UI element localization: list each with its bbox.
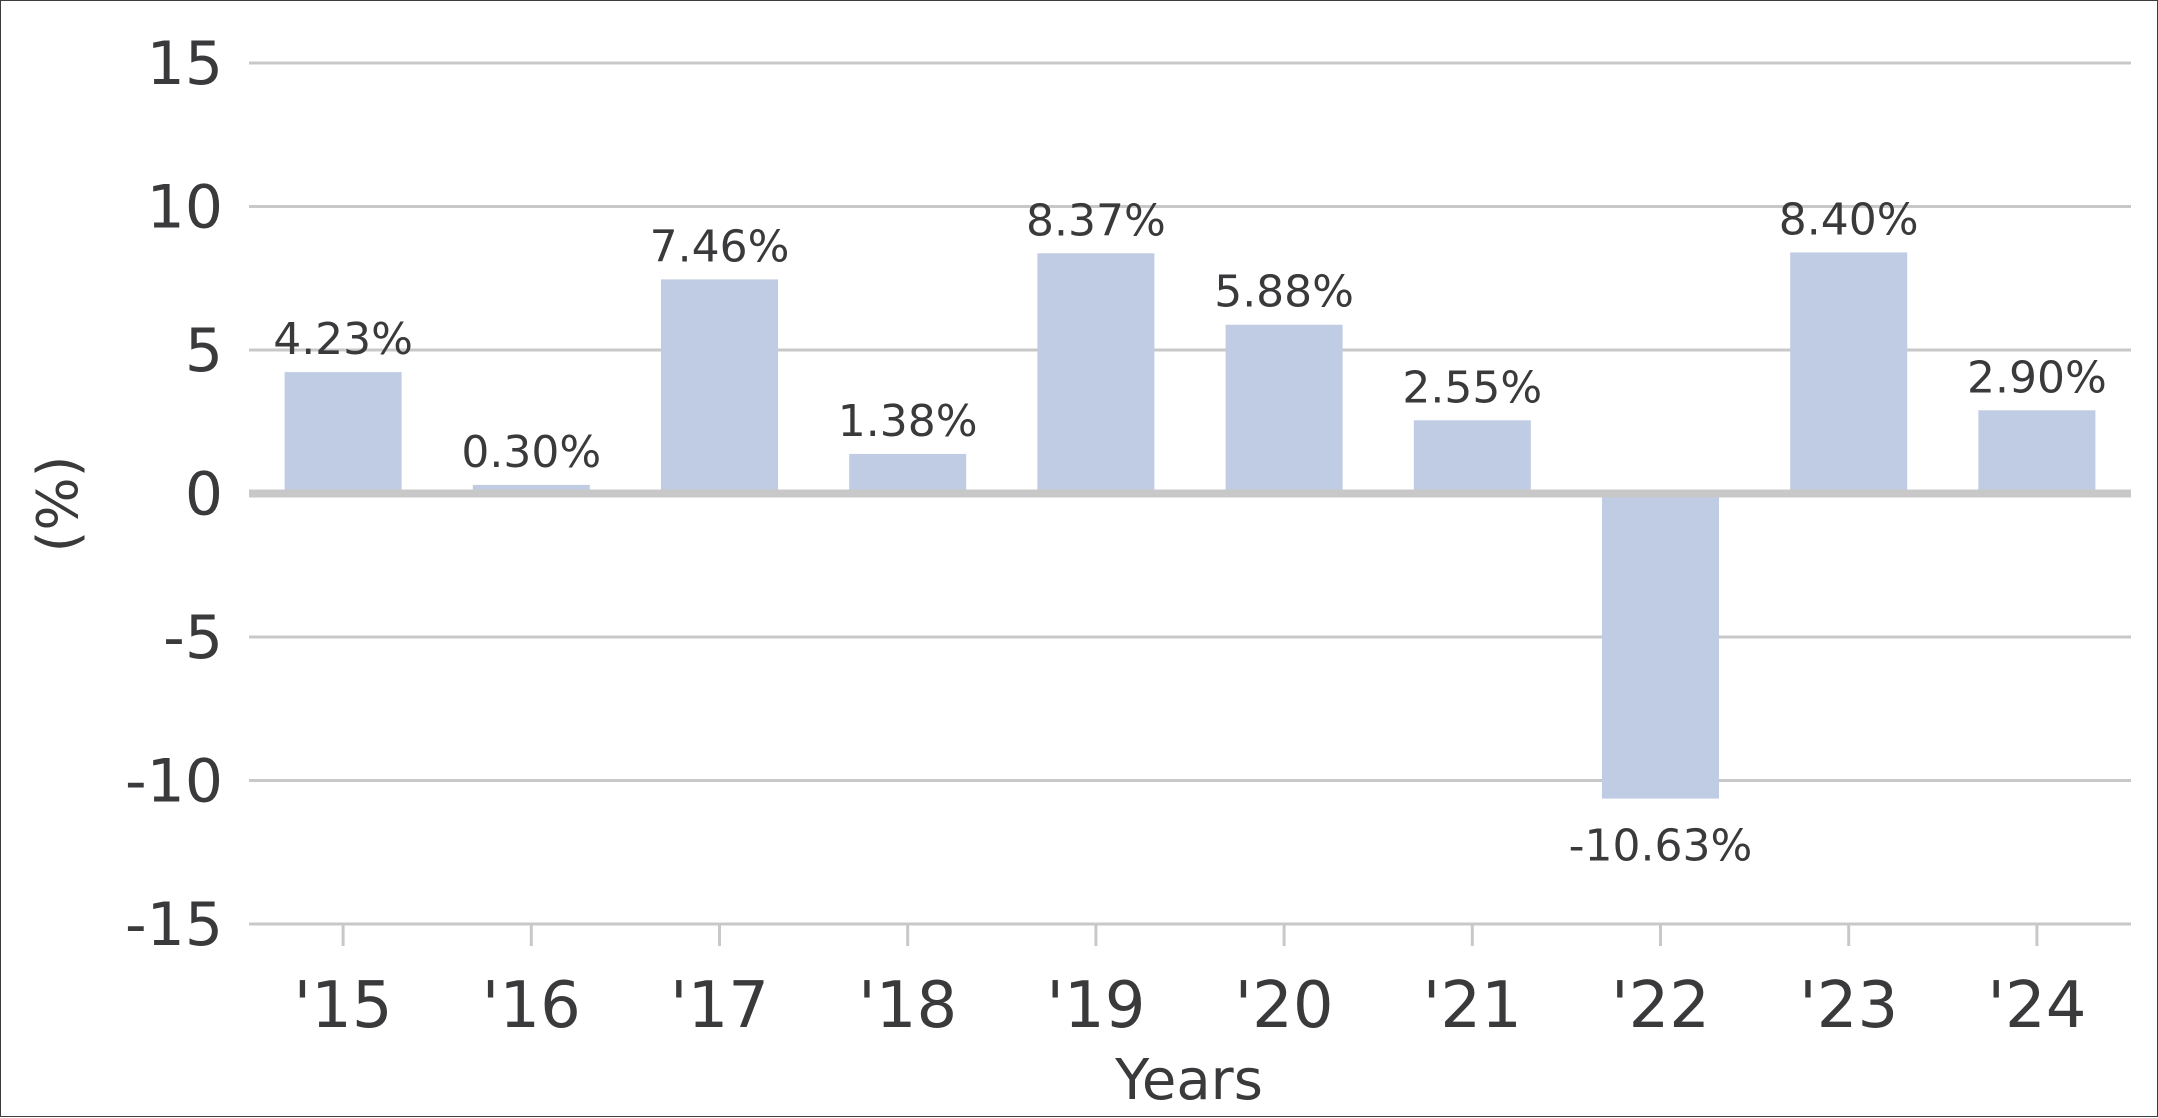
x-tick-labels: '15 '16 '17 '18 '19 '20 '21 '22 '23 '24	[294, 969, 2087, 1043]
x-tick-label: '24	[1987, 969, 2086, 1043]
data-label: -10.63%	[1569, 821, 1753, 872]
data-label: 8.37%	[1026, 195, 1166, 246]
data-label: 1.38%	[838, 396, 978, 447]
gridlines	[249, 61, 2131, 926]
bar	[1225, 324, 1343, 494]
bar	[1037, 253, 1155, 494]
x-tick-label: '15	[294, 969, 393, 1043]
data-label: 2.55%	[1402, 362, 1542, 413]
x-tick-label: '16	[482, 969, 581, 1043]
bar	[1978, 410, 2096, 494]
bars	[284, 252, 2096, 799]
y-tick-label: -5	[163, 603, 223, 673]
x-tick-label: '17	[670, 969, 769, 1043]
data-label: 8.40%	[1779, 194, 1919, 245]
data-label: 5.88%	[1214, 267, 1354, 318]
bar	[1790, 252, 1908, 494]
y-tick-label: 5	[185, 316, 223, 386]
bar	[1413, 420, 1531, 494]
x-tick-label: '18	[858, 969, 957, 1043]
y-axis-title: (%)	[26, 456, 91, 553]
bar	[849, 453, 967, 494]
data-label: 4.23%	[273, 314, 413, 365]
bar	[1602, 493, 1719, 799]
bar	[661, 279, 778, 494]
data-label: 0.30%	[461, 427, 601, 478]
x-tick-label: '20	[1235, 969, 1334, 1043]
y-tick-label: 0	[185, 460, 223, 530]
y-tick-label: 15	[147, 29, 223, 99]
x-tick-label: '21	[1423, 969, 1522, 1043]
y-tick-label: -15	[125, 890, 223, 960]
data-labels: 4.23% 0.30% 7.46% 1.38% 8.37% 5.88% 2.55% -10.6…	[273, 194, 2107, 871]
x-tick-label: '19	[1046, 969, 1145, 1043]
x-tick-label: '23	[1799, 969, 1898, 1043]
x-tick-marks	[341, 924, 2039, 946]
x-axis-title: Years	[1114, 1048, 1263, 1113]
data-label: 7.46%	[650, 221, 790, 272]
bar	[284, 372, 402, 494]
bar	[472, 484, 590, 494]
y-tick-label: 10	[147, 173, 223, 243]
y-tick-label: -10	[125, 747, 223, 817]
y-tick-labels: 15 10 5 0 -5 -10 -15	[125, 29, 223, 960]
x-tick-label: '22	[1611, 969, 1710, 1043]
data-label: 2.90%	[1967, 352, 2107, 403]
